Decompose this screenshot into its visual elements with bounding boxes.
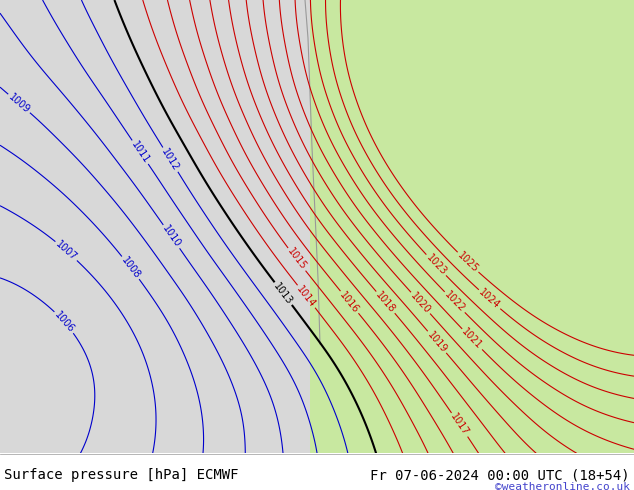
Polygon shape [0, 0, 310, 453]
Text: 1017: 1017 [448, 412, 470, 438]
Text: Surface pressure [hPa] ECMWF: Surface pressure [hPa] ECMWF [4, 468, 238, 482]
Text: ©weatheronline.co.uk: ©weatheronline.co.uk [495, 482, 630, 490]
Text: 1006: 1006 [53, 310, 76, 335]
Polygon shape [310, 0, 634, 453]
Text: 1008: 1008 [119, 255, 142, 280]
Text: 1023: 1023 [424, 253, 448, 277]
Text: 1019: 1019 [425, 329, 449, 355]
Text: 1016: 1016 [338, 290, 361, 315]
Text: 1014: 1014 [295, 284, 318, 309]
Text: 1024: 1024 [477, 288, 502, 311]
Text: 1013: 1013 [272, 281, 295, 306]
Text: 1018: 1018 [373, 290, 398, 315]
Text: 1009: 1009 [6, 92, 32, 115]
Text: 1007: 1007 [54, 239, 79, 263]
Text: Fr 07-06-2024 00:00 UTC (18+54): Fr 07-06-2024 00:00 UTC (18+54) [370, 468, 630, 482]
Text: 1010: 1010 [160, 224, 183, 249]
Text: 1011: 1011 [129, 139, 151, 165]
Text: 1015: 1015 [285, 246, 308, 272]
Text: 1020: 1020 [408, 291, 432, 316]
Text: 1022: 1022 [443, 290, 467, 315]
Text: 1012: 1012 [160, 147, 181, 173]
Text: 1021: 1021 [460, 327, 484, 351]
Text: 1025: 1025 [455, 250, 481, 274]
